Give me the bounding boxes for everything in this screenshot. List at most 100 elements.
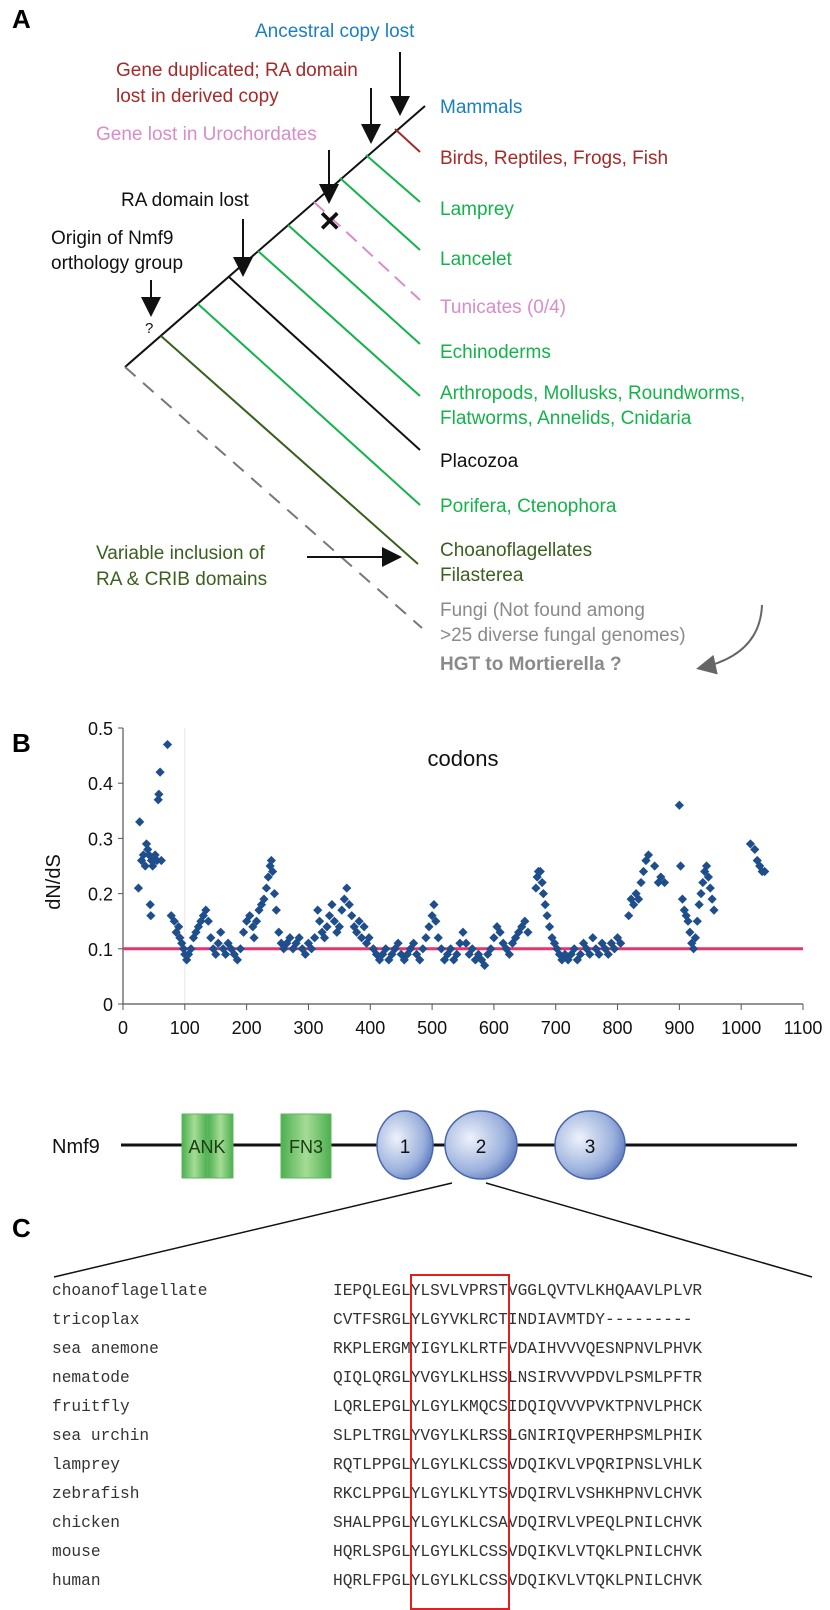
ank-label: ANK: [188, 1137, 225, 1157]
data-point: [544, 922, 555, 932]
data-point: [183, 949, 194, 959]
data-point: [424, 922, 434, 932]
data-point: [692, 916, 702, 926]
data-point: [249, 933, 259, 943]
data-point: [415, 955, 425, 965]
data-point: [218, 944, 228, 954]
data-point: [153, 795, 163, 805]
data-point: [624, 911, 634, 921]
annotation-duplicated-1: Gene duplicated; RA domain: [116, 60, 358, 81]
data-point: [520, 916, 530, 926]
data-point: [750, 844, 760, 855]
taxon-label: Echinoderms: [440, 342, 551, 363]
data-point: [352, 927, 362, 937]
species-name: nematode: [52, 1369, 130, 1387]
annotation-origin-1: Origin of Nmf9: [51, 228, 174, 249]
data-point: [216, 927, 226, 937]
data-point: [285, 933, 295, 943]
branch-fungi: [124, 366, 423, 629]
branch-tunicates: [313, 201, 421, 301]
taxon-label: Lancelet: [440, 249, 512, 270]
data-point: [542, 911, 552, 921]
species-name: choanoflagellate: [52, 1282, 208, 1300]
data-point: [638, 866, 649, 877]
data-point: [268, 866, 278, 877]
annotation-urochordates: Gene lost in Urochordates: [96, 124, 317, 145]
taxon-label: Mammals: [440, 97, 523, 118]
arrow-hgt: [696, 604, 763, 675]
data-point: [359, 922, 369, 932]
data-point: [683, 916, 693, 926]
sequence: SHALPPGLYLGYLKLCSAVDQIRVLVPEQLPNILCHVK: [333, 1514, 703, 1532]
dnds-scatter-chart: 0 0.1 0.2 0.3 0.4 0.5 0 100 200 300 400 500 600 700 80…: [43, 720, 822, 1038]
data-point: [322, 922, 332, 932]
data-point: [458, 927, 468, 937]
data-point: [393, 938, 403, 948]
species-name: lamprey: [52, 1456, 120, 1474]
data-point: [677, 894, 688, 904]
taxon-label: Fungi (Not found among: [440, 600, 645, 621]
data-point: [633, 894, 644, 904]
data-point: [314, 916, 325, 926]
data-point: [294, 933, 304, 943]
data-point: [461, 938, 471, 948]
data-point: [140, 861, 150, 871]
zoom-lines: [53, 1182, 813, 1278]
data-point: [554, 949, 565, 959]
annotation-variable-2: RA & CRIB domains: [96, 569, 268, 590]
tree-backbone: [124, 105, 426, 368]
data-point: [155, 767, 165, 777]
sequence-alignment: choanoflagellate IEPQLEGLYLSVLVPRSTVGGLQ…: [0, 1274, 830, 1610]
sequence: IEPQLEGLYLSVLVPRSTVGGLQVTVLKHQAAVLPLVR: [333, 1282, 703, 1300]
data-point: [145, 900, 155, 910]
data-point: [537, 877, 547, 888]
data-point: [681, 911, 691, 921]
data-point: [429, 900, 439, 910]
x-tick-label: 300: [293, 1018, 323, 1038]
data-point: [636, 877, 646, 888]
species-name: zebrafish: [52, 1485, 140, 1503]
panel-c-letter: C: [12, 1213, 31, 1243]
x-tick-label: 600: [479, 1018, 509, 1038]
data-point: [685, 927, 695, 937]
annotation-ra-lost: RA domain lost: [121, 190, 249, 211]
taxon-label: Lamprey: [440, 199, 514, 220]
data-point: [436, 944, 446, 954]
data-point: [523, 927, 533, 937]
gene-label: Nmf9: [52, 1136, 100, 1158]
data-point: [196, 916, 206, 926]
sequence: HQRLSPGLYLGYLKLCSSVDQIKVLVTQKLPNILCHVK: [333, 1543, 703, 1561]
data-point: [361, 938, 372, 948]
data-point: [449, 955, 459, 965]
data-point: [707, 894, 717, 904]
sequence: QIQLQRGLYVGYLKLHSSLNSIRVVVPDVLPSMLPFTR: [333, 1369, 703, 1387]
fn3-box: [280, 1113, 332, 1179]
species-name: tricoplax: [52, 1311, 140, 1329]
chart-title: codons: [428, 746, 499, 771]
data-point: [464, 949, 474, 959]
data-point: [552, 944, 562, 954]
data-point: [650, 861, 660, 871]
x-tick-label: 700: [541, 1018, 571, 1038]
data-point: [178, 944, 189, 954]
data-point: [166, 911, 176, 921]
data-point: [269, 889, 280, 899]
species-name: chicken: [52, 1514, 120, 1532]
sequence: CVTFSRGLYLGYVKLRCTINDIAVMTDY---------: [333, 1311, 693, 1329]
data-point: [313, 905, 323, 915]
data-point: [486, 944, 496, 954]
ra-domain-1: [376, 1110, 434, 1180]
data-point: [235, 944, 246, 954]
data-point: [162, 739, 173, 750]
data-point: [626, 894, 636, 904]
data-point: [709, 905, 719, 915]
data-point: [364, 933, 374, 943]
data-point: [354, 916, 364, 926]
ra-domain-2: [444, 1110, 518, 1180]
branch-arthropods: [257, 250, 421, 397]
species-name: sea urchin: [52, 1427, 150, 1445]
sequence: RKCLPPGLYLGYLKLYTSVDQIRVLVSHKHPNVLCHVK: [333, 1485, 703, 1503]
data-point: [588, 933, 598, 943]
annotation-question: ?: [145, 320, 154, 337]
taxon-label: HGT to Mortierella ?: [440, 654, 622, 675]
